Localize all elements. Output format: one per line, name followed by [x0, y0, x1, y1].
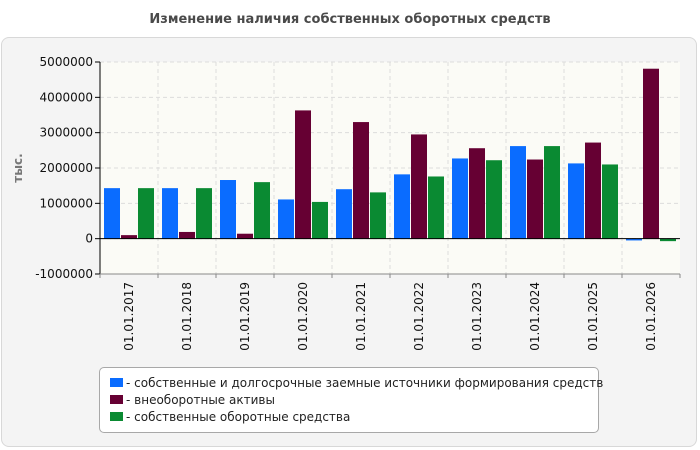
bar-series-1-01.01.2017	[104, 188, 120, 239]
x-tick-label: 01.01.2024	[528, 282, 542, 351]
legend-swatch-working-capital	[110, 412, 123, 421]
legend-label-noncurrent-assets: - внеоборотные активы	[126, 392, 275, 407]
bar-series-1-01.01.2020	[278, 199, 294, 239]
x-tick-label: 01.01.2017	[122, 282, 136, 351]
bar-series-1-01.01.2018	[162, 188, 178, 239]
y-tick-label: 3000000	[40, 126, 93, 140]
bar-series-3-01.01.2017	[138, 188, 154, 239]
y-tick-label: 1000000	[40, 196, 93, 210]
bar-series-2-01.01.2020	[295, 110, 311, 239]
bar-series-2-01.01.2021	[353, 122, 369, 239]
bar-series-1-01.01.2019	[220, 180, 236, 239]
bar-series-1-01.01.2025	[568, 163, 584, 239]
legend-item-noncurrent-assets: - внеоборотные активы	[110, 391, 598, 408]
legend-item-sources: - собственные и долгосрочные заемные ист…	[110, 374, 603, 391]
bar-series-3-01.01.2026	[660, 238, 676, 242]
bar-series-1-01.01.2024	[510, 146, 526, 239]
bar-series-2-01.01.2024	[527, 159, 543, 239]
bar-series-3-01.01.2025	[602, 164, 618, 239]
legend-item-working-capital: - собственные оборотные средства	[110, 408, 598, 425]
bar-series-2-01.01.2017	[121, 235, 137, 239]
bar-series-1-01.01.2022	[394, 174, 410, 239]
legend-swatch-noncurrent-assets	[110, 395, 123, 404]
bar-series-2-01.01.2025	[585, 142, 601, 239]
x-tick-label: 01.01.2019	[238, 282, 252, 351]
bar-series-2-01.01.2023	[469, 148, 485, 239]
bar-series-2-01.01.2026	[643, 68, 659, 239]
bar-series-3-01.01.2018	[196, 188, 212, 239]
legend-swatch-sources	[110, 378, 123, 387]
bar-series-3-01.01.2023	[486, 160, 502, 239]
x-tick-label: 01.01.2022	[412, 282, 426, 351]
y-tick-label: 4000000	[40, 90, 93, 104]
bar-series-2-01.01.2019	[237, 233, 253, 239]
bar-series-3-01.01.2019	[254, 182, 270, 239]
x-tick-label: 01.01.2025	[586, 282, 600, 351]
chart-title: Изменение наличия собственных оборотных …	[149, 12, 551, 27]
bar-series-2-01.01.2018	[179, 231, 195, 239]
x-tick-label: 01.01.2020	[296, 282, 310, 351]
bar-series-1-01.01.2023	[452, 158, 468, 239]
x-tick-label: 01.01.2021	[354, 282, 368, 351]
x-tick-labels: 01.01.2017 01.01.2018 01.01.2019 01.01.2020…	[122, 282, 658, 351]
y-tick-label: -1000000	[35, 267, 93, 281]
legend: - собственные и долгосрочные заемные ист…	[99, 367, 603, 433]
x-tick-label: 01.01.2026	[644, 282, 658, 351]
legend-label-working-capital: - собственные оборотные средства	[126, 409, 351, 424]
axes	[95, 61, 681, 278]
y-axis-label: тыс.	[11, 153, 25, 182]
y-tick-label: 2000000	[40, 161, 93, 175]
legend-label-sources: - собственные и долгосрочные заемные ист…	[126, 375, 604, 390]
x-tick-label: 01.01.2023	[470, 282, 484, 351]
bars	[104, 68, 676, 242]
bar-series-1-01.01.2026	[626, 238, 642, 241]
bar-series-3-01.01.2020	[312, 201, 328, 239]
bar-series-3-01.01.2024	[544, 146, 560, 239]
bar-series-3-01.01.2021	[370, 192, 386, 239]
bar-series-3-01.01.2022	[428, 176, 444, 239]
y-tick-labels: -1000000 0 1000000 2000000 3000000 4000000 500…	[35, 55, 93, 281]
y-tick-label: 0	[85, 232, 93, 246]
bar-series-1-01.01.2021	[336, 189, 352, 239]
y-tick-label: 5000000	[40, 55, 93, 69]
x-tick-label: 01.01.2018	[180, 282, 194, 351]
bar-series-2-01.01.2022	[411, 134, 427, 239]
